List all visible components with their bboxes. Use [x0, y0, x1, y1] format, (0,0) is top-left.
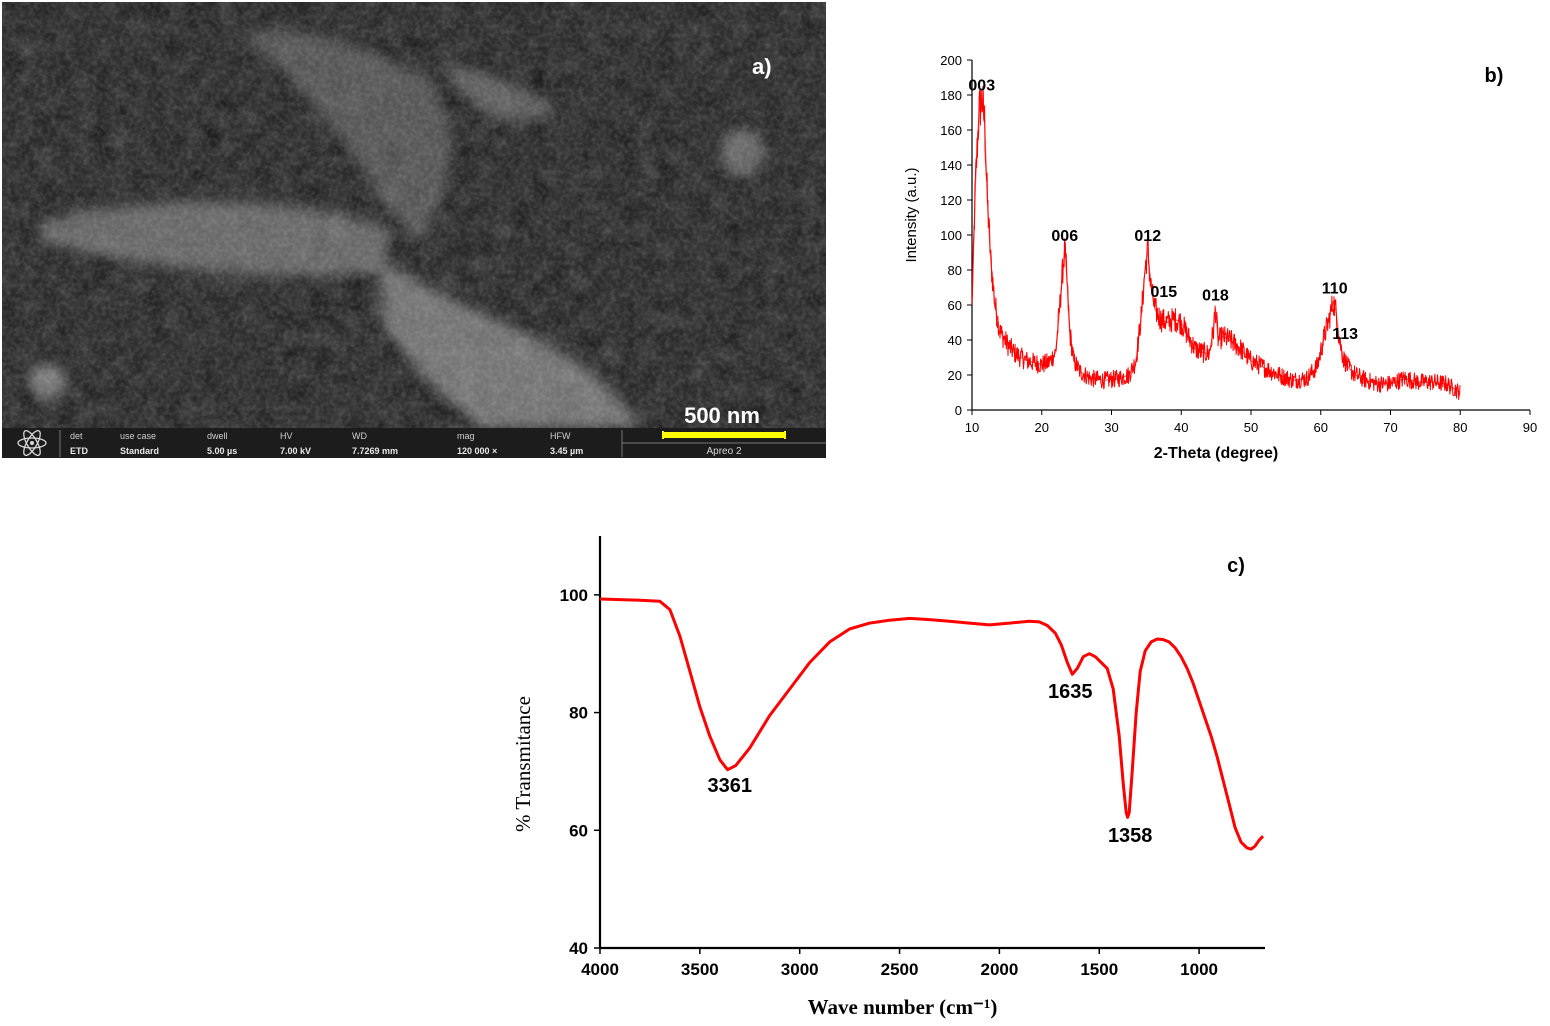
panel-a-label: a): [752, 54, 772, 79]
x-tick-label: 90: [1523, 420, 1537, 435]
ftir-chart: 4000 3500 3000 2500 2000 1500 1000 40 60 80 100 Wav…: [511, 536, 1265, 1019]
xrd-chart: 10 20 30 40 50 60 70 80 90 0 20 40 60 80 100 120 140 160 1…: [903, 53, 1537, 462]
sem-info-fields: det ETD use case Standard dwell 5.00 µs HV 7.00…: [70, 431, 583, 456]
peak-label: 003: [968, 78, 995, 95]
y-tick-label: 60: [948, 298, 962, 313]
x-axis-label: 2-Theta (degree): [1154, 445, 1278, 462]
sem-info-header: mag: [457, 431, 475, 441]
sem-info-header: det: [70, 431, 83, 441]
y-axis-label: Intensity (a.u.): [903, 167, 920, 262]
sem-info-value: 7.7269 mm: [352, 446, 398, 456]
band-label: 1358: [1108, 825, 1153, 847]
sem-info-header: dwell: [207, 431, 228, 441]
sem-instrument: Apreo 2: [706, 446, 741, 457]
sem-info-value: ETD: [70, 446, 89, 456]
x-tick-label: 4000: [581, 960, 619, 979]
x-tick-label: 1500: [1080, 960, 1118, 979]
y-tick-label: 40: [948, 333, 962, 348]
sem-info-value: 3.45 µm: [550, 446, 583, 456]
x-tick-label: 2500: [881, 960, 919, 979]
y-tick-label: 120: [940, 193, 962, 208]
x-tick-label: 30: [1104, 420, 1118, 435]
x-tick-label: 1000: [1180, 960, 1218, 979]
x-tick-label: 60: [1314, 420, 1328, 435]
y-tick-label: 140: [940, 158, 962, 173]
x-tick-label: 40: [1174, 420, 1188, 435]
y-tick-label: 100: [560, 586, 588, 605]
x-tick-label: 3000: [781, 960, 819, 979]
peak-label: 015: [1150, 284, 1177, 301]
y-tick-label: 20: [948, 368, 962, 383]
panel-c-label: c): [1227, 555, 1245, 577]
y-tick-label: 40: [569, 939, 588, 958]
y-tick-label: 0: [955, 403, 962, 418]
scale-bar-label: 500 nm: [684, 403, 760, 428]
sem-info-value: 7.00 kV: [280, 446, 311, 456]
sem-info-header: WD: [352, 431, 367, 441]
xrd-series-smooth: [971, 97, 1461, 394]
y-tick-label: 100: [940, 228, 962, 243]
y-tick-label: 80: [948, 263, 962, 278]
y-axis-label: % Transmitance: [511, 696, 535, 832]
peak-label: 012: [1134, 228, 1161, 245]
x-tick-label: 10: [965, 420, 979, 435]
sem-info-header: HV: [280, 431, 293, 441]
xrd-series: [971, 86, 1461, 400]
scale-bar: [662, 432, 786, 438]
x-tick-label: 3500: [681, 960, 719, 979]
sem-info-header: HFW: [550, 431, 571, 441]
y-tick-label: 60: [569, 821, 588, 840]
x-tick-label: 80: [1453, 420, 1467, 435]
ftir-series: [599, 597, 1265, 851]
x-tick-label: 20: [1035, 420, 1049, 435]
sem-logo-icon: [17, 429, 47, 457]
x-tick-label: 70: [1383, 420, 1397, 435]
y-tick-label: 80: [569, 704, 588, 723]
x-tick-label: 2000: [980, 960, 1018, 979]
panel-b-label: b): [1485, 65, 1504, 87]
peak-label: 018: [1202, 288, 1229, 305]
y-tick-label: 160: [940, 123, 962, 138]
sem-info-value: 5.00 µs: [207, 446, 237, 456]
x-axis-label: Wave number (cm⁻¹): [808, 995, 998, 1019]
y-tick-label: 180: [940, 88, 962, 103]
peak-label: 006: [1051, 228, 1078, 245]
peak-label: 113: [1332, 326, 1358, 343]
sem-info-value: Standard: [120, 446, 159, 456]
sem-micrograph: a) 500 nm det ETD use case Standard dwell 5.0…: [2, 2, 826, 458]
y-tick-label: 200: [940, 53, 962, 68]
peak-label: 110: [1322, 281, 1348, 298]
band-label: 3361: [708, 775, 753, 797]
sem-info-header: use case: [120, 431, 156, 441]
x-tick-label: 50: [1244, 420, 1258, 435]
band-label: 1635: [1048, 681, 1093, 703]
sem-info-value: 120 000 ×: [457, 446, 497, 456]
